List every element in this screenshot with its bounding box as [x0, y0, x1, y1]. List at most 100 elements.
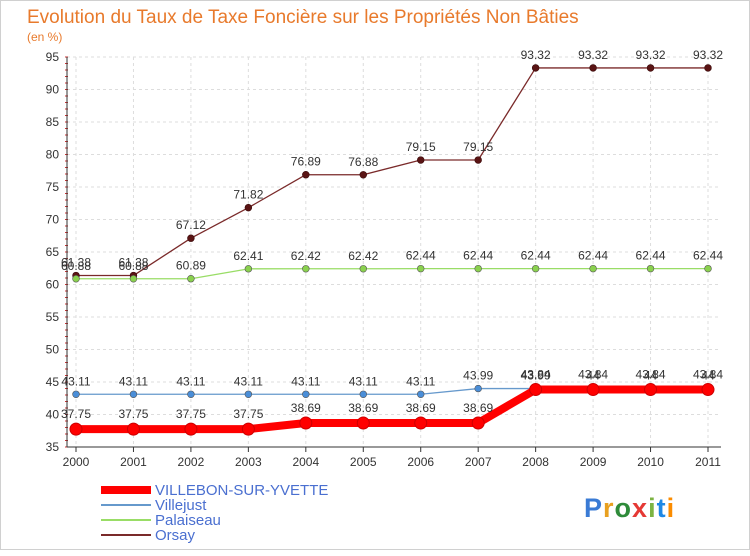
x-tick-label: 2002 — [178, 455, 205, 469]
legend-label: Villejust — [155, 497, 207, 514]
logo-text: Proxiti — [584, 493, 675, 523]
data-label: 38.69 — [463, 401, 493, 415]
data-point — [69, 422, 83, 436]
data-label: 37.75 — [118, 407, 148, 421]
data-label: 67.12 — [176, 218, 206, 232]
data-label: 43.11 — [119, 374, 148, 388]
logo-letter: P — [584, 493, 603, 523]
data-point — [129, 275, 138, 283]
data-label: 43.11 — [61, 374, 90, 388]
legend-label: VILLEBON-SUR-YVETTE — [155, 482, 328, 499]
series-line-orsay — [76, 67, 708, 277]
data-point — [359, 265, 367, 273]
y-tick-label: 65 — [46, 245, 60, 259]
data-point — [474, 264, 482, 273]
logo-letter: x — [632, 493, 648, 523]
data-label: 38.69 — [291, 401, 321, 415]
data-label: 38.69 — [406, 401, 436, 415]
data-label: 62.44 — [463, 249, 493, 263]
y-tick-label: 75 — [46, 180, 60, 194]
logo-letter: i — [667, 493, 676, 523]
y-tick-label: 80 — [46, 148, 60, 162]
y-tick-label: 50 — [46, 343, 60, 357]
y-tick-label: 45 — [46, 375, 60, 389]
data-labels: 61.38 61.38 67.12 71.82 76.89 76.88 79.15 79.15… — [61, 48, 723, 421]
y-tick-label: 95 — [46, 50, 60, 64]
data-point — [356, 416, 370, 430]
data-label: 43.11 — [291, 374, 320, 388]
data-label: 43.11 — [406, 374, 435, 388]
data-label: 43.99 — [463, 369, 493, 383]
x-tick-label: 2001 — [120, 455, 147, 469]
data-point — [646, 64, 655, 72]
legend: VILLEBON-SUR-YVETTEVillejustPalaiseauOrs… — [101, 482, 328, 544]
data-label: 62.44 — [578, 249, 608, 263]
logo-letter: r — [603, 493, 615, 523]
series-line-villebon-sur-yvette — [76, 385, 708, 434]
data-label: 62.44 — [406, 249, 436, 263]
data-point — [414, 416, 428, 430]
data-point — [474, 384, 482, 393]
data-point — [72, 275, 80, 283]
data-point — [244, 390, 253, 398]
axes: 35 40 45 50 55 60 65 70 75 80 85 90 95 2000 2001 2002 20… — [46, 50, 722, 469]
data-label: 62.41 — [233, 249, 263, 263]
data-point — [417, 390, 425, 398]
data-point — [704, 64, 712, 72]
legend-label: Palaiseau — [155, 512, 221, 529]
x-tick-label: 2004 — [292, 455, 319, 469]
data-point — [187, 275, 195, 283]
data-point — [474, 156, 482, 164]
data-point — [417, 156, 425, 164]
y-tick-label: 55 — [46, 310, 60, 324]
data-label: 60.88 — [118, 259, 148, 273]
series-line-palaiseau — [76, 267, 708, 280]
data-point — [72, 390, 80, 398]
x-tick-label: 2007 — [465, 455, 492, 469]
series-group — [69, 64, 715, 436]
data-label: 93.32 — [636, 48, 666, 62]
y-tick-label: 85 — [46, 115, 60, 129]
data-label: 37.75 — [61, 407, 91, 421]
data-point — [644, 383, 658, 397]
data-label: 43.99 — [521, 369, 551, 383]
data-label: 93.32 — [693, 48, 723, 62]
legend-label: Orsay — [155, 527, 196, 544]
data-point — [302, 171, 310, 179]
logo-letter: t — [657, 493, 667, 523]
data-label: 62.44 — [521, 249, 551, 263]
data-point — [187, 390, 195, 398]
data-label: 62.44 — [693, 249, 723, 263]
data-point — [126, 422, 140, 436]
data-label: 79.15 — [406, 140, 436, 154]
data-label: 43.84 — [578, 368, 608, 382]
data-point — [184, 422, 198, 436]
data-label: 93.32 — [521, 48, 551, 62]
proxiti-logo: Proxiti — [584, 493, 675, 523]
data-point — [359, 390, 367, 398]
data-point — [302, 390, 310, 398]
data-label: 93.32 — [578, 48, 608, 62]
y-tick-label: 90 — [46, 83, 60, 97]
x-tick-label: 2010 — [637, 455, 664, 469]
chart-subtitle: (en %) — [27, 30, 62, 44]
data-point — [704, 264, 712, 273]
y-tick-label: 35 — [46, 440, 60, 454]
y-tick-label: 40 — [46, 408, 60, 422]
data-point — [129, 390, 138, 398]
data-label: 79.15 — [463, 140, 493, 154]
data-point — [586, 383, 600, 397]
data-label: 60.88 — [61, 259, 91, 273]
data-label: 43.84 — [521, 368, 551, 382]
data-label: 44 — [701, 369, 715, 383]
data-label: 62.44 — [636, 249, 666, 263]
x-tick-label: 2005 — [350, 455, 377, 469]
x-tick-label: 2011 — [695, 455, 721, 469]
logo-letter: o — [615, 493, 633, 523]
data-label: 61.38 — [118, 256, 148, 270]
data-label: 71.82 — [233, 188, 263, 202]
logo-letter: i — [648, 493, 657, 523]
data-label: 44 — [586, 369, 600, 383]
x-tick-label: 2006 — [407, 455, 434, 469]
